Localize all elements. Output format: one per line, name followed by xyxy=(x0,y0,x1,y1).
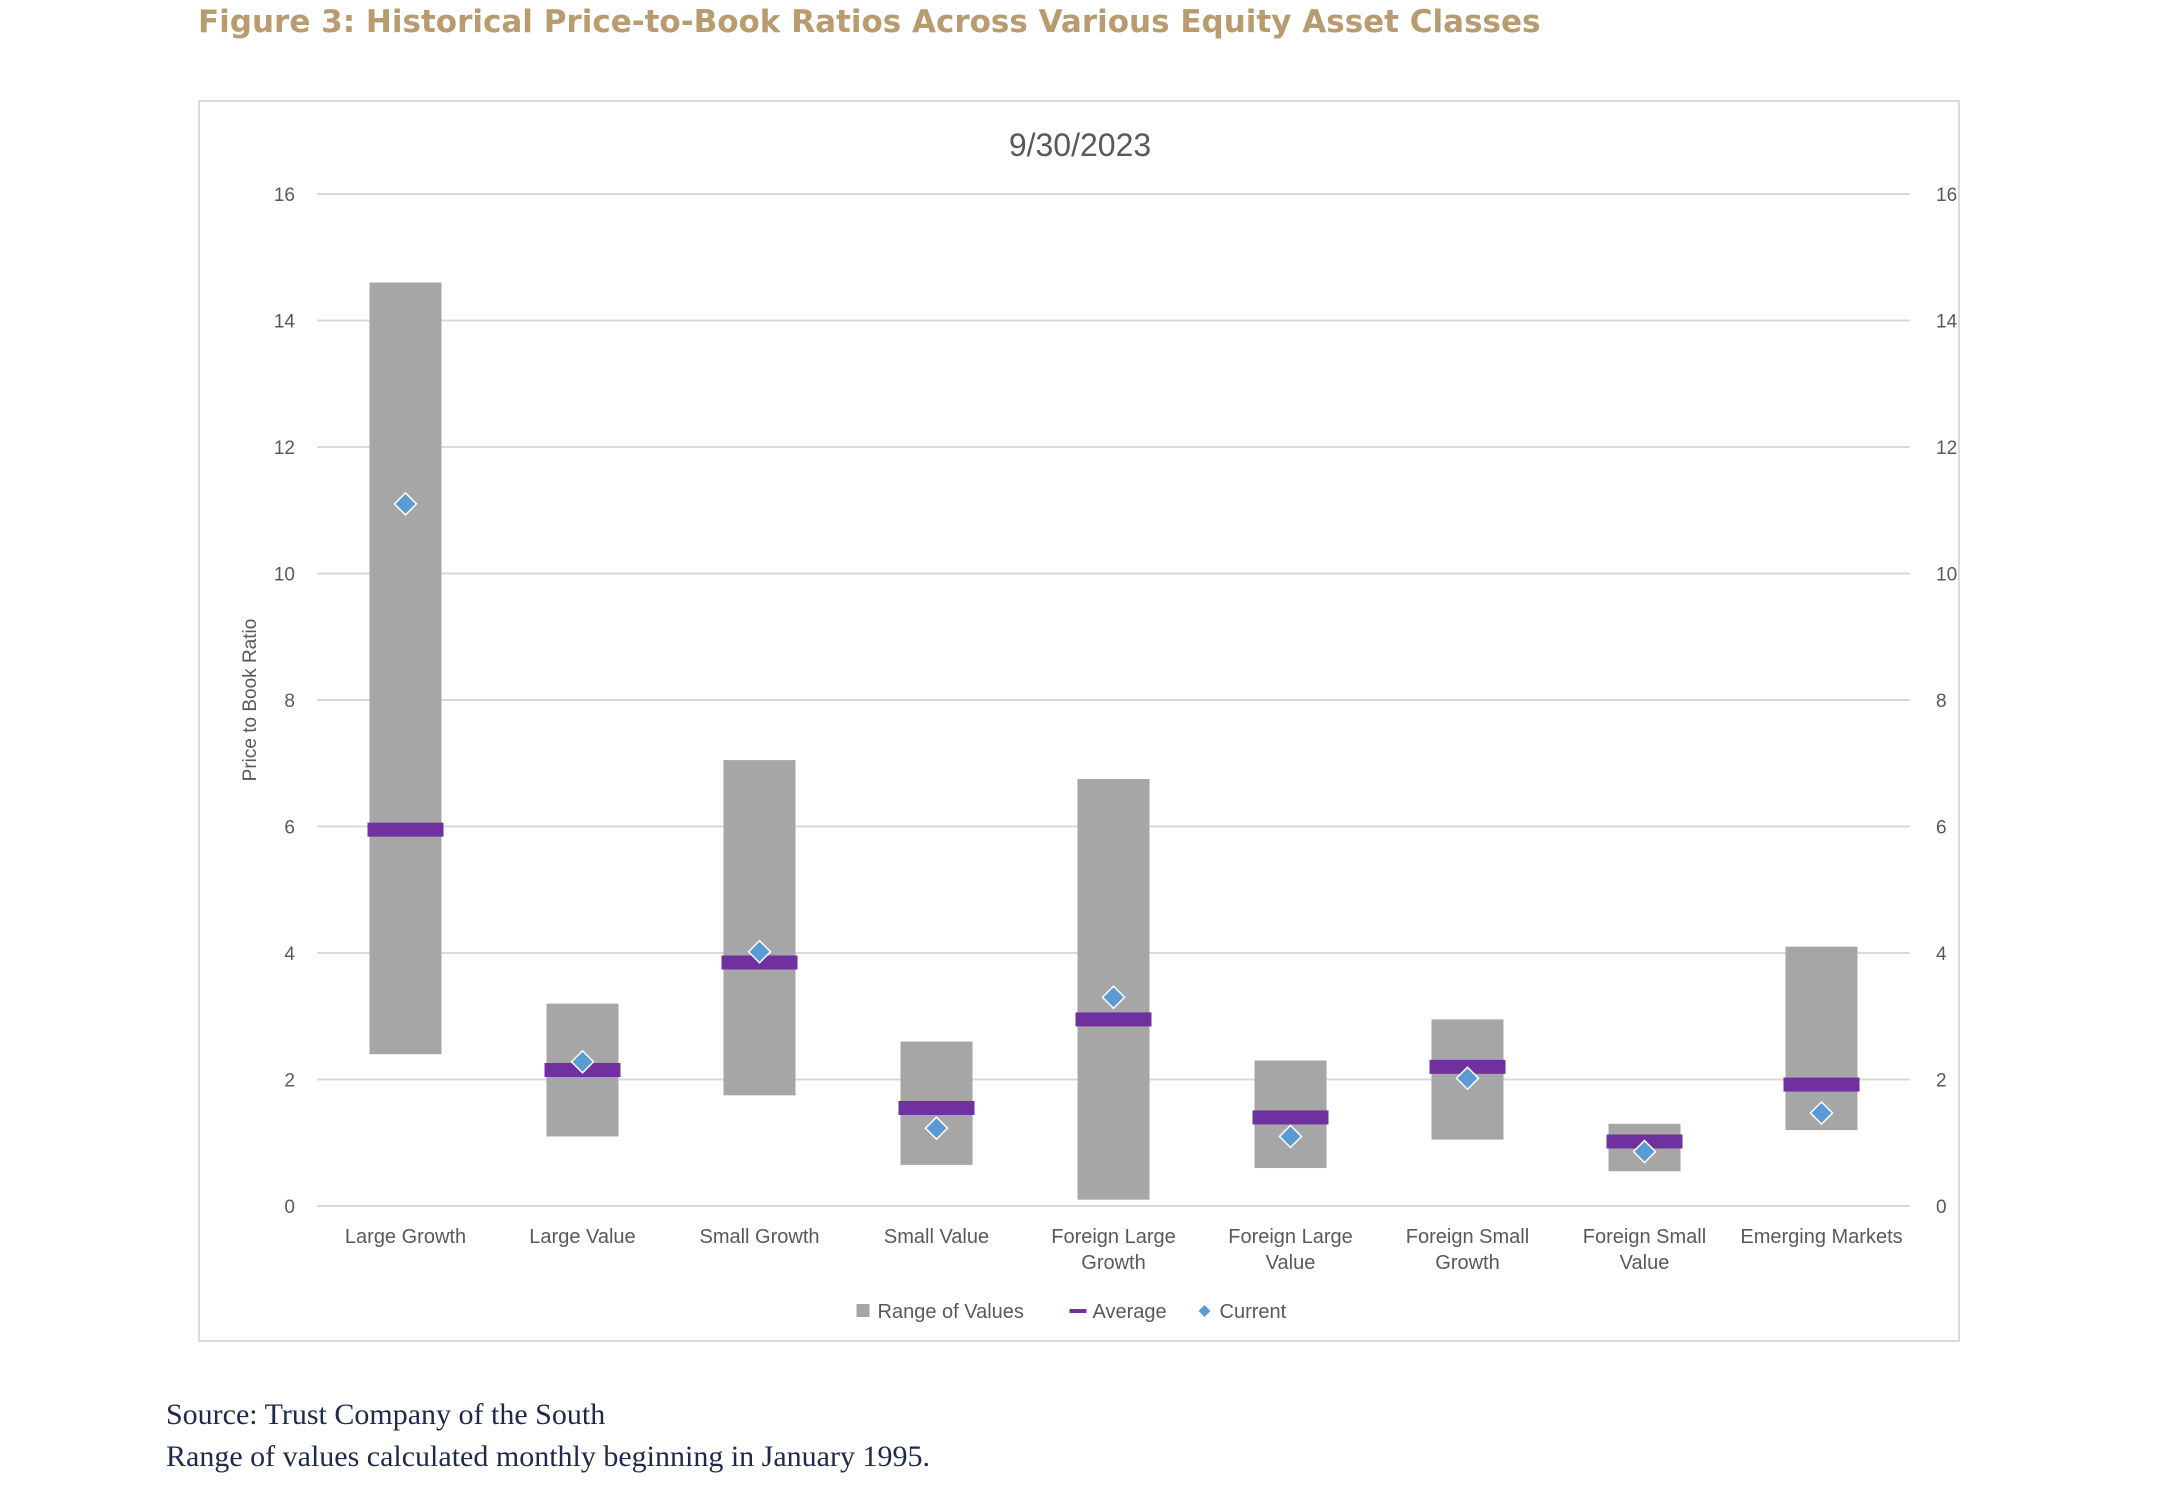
y-tick-label: 8 xyxy=(284,691,295,712)
y-tick-label: 4 xyxy=(284,944,295,965)
y2-tick-label: 12 xyxy=(1936,438,1957,459)
current-marker xyxy=(1632,1139,1657,1164)
legend-swatch-average xyxy=(1069,1309,1087,1313)
category-label: Value xyxy=(1620,1252,1670,1274)
legend-label: Range of Values xyxy=(878,1301,1024,1323)
current-marker xyxy=(924,1116,949,1141)
category-label: Foreign Large xyxy=(1051,1226,1176,1248)
y2-tick-label: 16 xyxy=(1936,185,1957,206)
current-marker xyxy=(1809,1100,1834,1126)
current-marker xyxy=(747,939,772,964)
legend-swatch-current xyxy=(1198,1305,1211,1317)
y-tick-label: 10 xyxy=(274,565,295,586)
current-marker xyxy=(1278,1124,1303,1149)
methodology-note: Range of values calculated monthly begin… xyxy=(166,1440,930,1473)
range-bar xyxy=(1785,946,1858,1131)
average-marker xyxy=(1075,1012,1152,1027)
y2-tick-label: 0 xyxy=(1936,1197,1947,1218)
category-label: Growth xyxy=(1081,1252,1145,1274)
category-label: Large Growth xyxy=(345,1226,466,1248)
y2-tick-label: 2 xyxy=(1936,1071,1947,1092)
legend-label: Current xyxy=(1220,1301,1287,1323)
category-label: Foreign Large xyxy=(1228,1226,1353,1248)
y2-tick-label: 8 xyxy=(1936,691,1947,712)
category-label: Growth xyxy=(1435,1252,1499,1274)
chart-title: 9/30/2023 xyxy=(1009,127,1151,163)
y-axis-label: Price to Book Ratio xyxy=(240,619,261,782)
figure-title: Figure 3: Historical Price-to-Book Ratio… xyxy=(198,4,1541,40)
category-label: Small Value xyxy=(884,1226,989,1248)
y2-tick-label: 6 xyxy=(1936,818,1947,839)
current-marker xyxy=(393,491,418,516)
y-tick-label: 0 xyxy=(284,1197,295,1218)
source-line: Source: Trust Company of the South xyxy=(166,1398,606,1431)
y-tick-label: 2 xyxy=(284,1071,295,1092)
current-marker xyxy=(1455,1066,1480,1091)
average-marker xyxy=(898,1100,975,1115)
current-marker xyxy=(570,1049,595,1074)
current-marker xyxy=(1101,985,1126,1010)
range-bar xyxy=(723,760,796,1096)
y-tick-label: 14 xyxy=(274,312,296,333)
legend-swatch-range xyxy=(856,1304,870,1317)
category-label: Emerging Markets xyxy=(1740,1226,1902,1248)
average-marker xyxy=(1783,1077,1860,1092)
y2-tick-label: 14 xyxy=(1936,312,1958,333)
legend-label: Average xyxy=(1093,1301,1167,1323)
category-label: Foreign Small xyxy=(1583,1226,1706,1248)
average-marker xyxy=(367,822,444,837)
range-bar xyxy=(369,282,442,1055)
category-label: Foreign Small xyxy=(1406,1226,1529,1248)
y2-tick-label: 4 xyxy=(1936,944,1947,965)
price-to-book-chart: 9/30/2023 0 0 2 2 4 4 6 6 8 8 10 10 12 12 14 14 16 16 Price… xyxy=(240,127,1958,1323)
category-label: Value xyxy=(1266,1252,1316,1274)
average-marker xyxy=(1252,1110,1329,1125)
y2-tick-label: 10 xyxy=(1936,565,1957,586)
y-tick-label: 16 xyxy=(274,185,295,206)
y-tick-label: 6 xyxy=(284,818,295,839)
category-label: Small Growth xyxy=(699,1226,819,1248)
y-tick-label: 12 xyxy=(274,438,295,459)
chart-area: 9/30/2023 0 0 2 2 4 4 6 6 8 8 10 10 12 12 14 14 16 16 Price… xyxy=(198,100,1960,1342)
category-label: Large Value xyxy=(529,1226,635,1248)
